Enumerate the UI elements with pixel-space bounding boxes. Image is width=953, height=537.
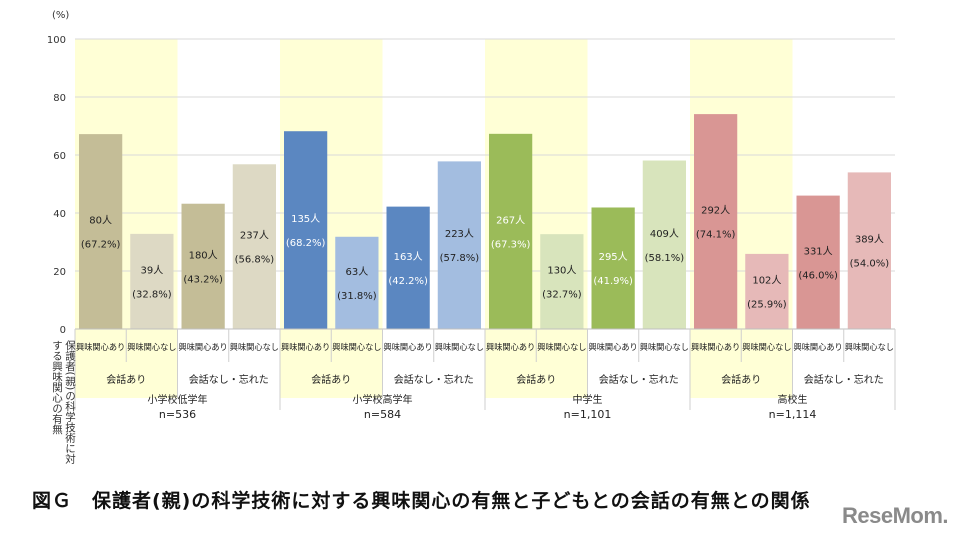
bar <box>642 160 686 329</box>
bar-chart: 0 20 40 60 80 100 (%) 80人 (67.2%) 興味関心あり 39人 (32.8%… <box>47 10 896 421</box>
x-group-n-label: n=1,114 <box>769 408 817 421</box>
bar-count-label: 409人 <box>650 228 679 240</box>
y-tick-label: 40 <box>53 209 66 220</box>
bar-count-label: 389人 <box>855 234 884 246</box>
x-subgroup-label: 会話あり <box>721 373 761 386</box>
bar-count-label: 292人 <box>701 205 730 217</box>
bar-count-label: 237人 <box>240 230 269 242</box>
bar <box>284 131 328 329</box>
bar-percent-label: (54.0%) <box>850 259 890 270</box>
bar-percent-label: (67.3%) <box>491 239 531 250</box>
bar-count-label: 80人 <box>89 215 112 227</box>
x-subgroup-label: 会話あり <box>516 373 556 386</box>
bar-percent-label: (41.9%) <box>593 276 633 287</box>
y-tick-label: 60 <box>53 151 66 162</box>
x-category-label: 興味関心なし <box>742 341 791 353</box>
x-category-label: 興味関心あり <box>794 341 843 353</box>
x-category-label: 興味関心なし <box>537 341 586 353</box>
figure-caption: 図Ｇ 保護者(親)の科学技術に対する興味関心の有無と子どもとの会話の有無との関係 <box>32 490 811 512</box>
bar-count-label: 102人 <box>752 274 781 286</box>
bar-percent-label: (74.1%) <box>696 230 736 241</box>
bar <box>489 133 533 329</box>
bar-percent-label: (42.2%) <box>388 276 428 287</box>
bar <box>796 195 840 329</box>
bar-count-label: 331人 <box>804 245 833 257</box>
bar <box>79 134 123 329</box>
x-category-label: 興味関心あり <box>486 341 535 353</box>
bar <box>232 164 276 329</box>
bar-percent-label: (31.8%) <box>337 291 377 302</box>
x-group-n-label: n=1,101 <box>564 408 612 421</box>
x-group-label: 中学生 <box>573 393 603 406</box>
bar-percent-label: (56.8%) <box>235 255 275 266</box>
bar-count-label: 295人 <box>599 251 628 263</box>
x-category-label: 興味関心なし <box>127 341 176 353</box>
y-tick-label: 80 <box>53 93 66 104</box>
x-group-n-label: n=536 <box>159 408 196 421</box>
x-category-label: 興味関心あり <box>691 341 740 353</box>
x-subgroup-label: 会話なし・忘れた <box>804 373 884 386</box>
bar-count-label: 267人 <box>496 214 525 226</box>
x-category-label: 興味関心あり <box>589 341 638 353</box>
y-tick-label: 0 <box>60 325 66 336</box>
x-subgroup-label: 会話なし・忘れた <box>599 373 679 386</box>
bar-count-label: 163人 <box>394 251 423 263</box>
bar <box>591 207 635 329</box>
x-category-label: 興味関心なし <box>640 341 689 353</box>
x-category-label: 興味関心なし <box>332 341 381 353</box>
bar <box>181 203 225 329</box>
x-category-label: 興味関心あり <box>76 341 125 353</box>
bar-count-label: 180人 <box>189 249 218 261</box>
bar <box>386 206 430 329</box>
x-category-label: 興味関心なし <box>230 341 279 353</box>
bar <box>130 233 174 329</box>
x-category-label: 興味関心あり <box>281 341 330 353</box>
y-unit-label: (%) <box>52 10 69 21</box>
x-subgroup-label: 会話あり <box>311 373 351 386</box>
bar-count-label: 130人 <box>547 265 576 277</box>
bar-percent-label: (68.2%) <box>286 238 326 249</box>
bar-count-label: 63人 <box>346 266 369 278</box>
x-category-label: 興味関心なし <box>845 341 894 353</box>
bar <box>745 253 789 329</box>
x-category-label: 興味関心あり <box>384 341 433 353</box>
bar-count-label: 39人 <box>141 264 164 276</box>
x-subgroup-label: 会話なし・忘れた <box>394 373 474 386</box>
bar-percent-label: (43.2%) <box>183 274 223 285</box>
bar-percent-label: (25.9%) <box>747 299 787 310</box>
bar <box>694 114 738 329</box>
bar-percent-label: (58.1%) <box>645 253 685 264</box>
x-group-label: 高校生 <box>778 393 808 406</box>
x-subgroup-label: 会話あり <box>106 373 146 386</box>
bar-percent-label: (32.8%) <box>132 289 172 300</box>
bar <box>335 236 379 329</box>
y-axis-vertical-title: 保護者(親)の科学技術に対する興味関心の有無 <box>51 340 76 464</box>
bar-count-label: 135人 <box>291 213 320 225</box>
y-tick-label: 100 <box>47 35 66 46</box>
y-tick-label: 20 <box>53 267 66 278</box>
x-subgroup-label: 会話なし・忘れた <box>189 373 269 386</box>
x-group-n-label: n=584 <box>364 408 401 421</box>
bar-percent-label: (67.2%) <box>81 240 121 251</box>
x-group-label: 小学校低学年 <box>148 393 208 406</box>
bar-percent-label: (57.8%) <box>440 253 480 264</box>
bar <box>540 234 584 329</box>
resemom-logo: ReseMom. <box>842 503 949 528</box>
x-category-label: 興味関心あり <box>179 341 228 353</box>
bar <box>437 161 481 329</box>
x-group-label: 小学校高学年 <box>353 393 413 406</box>
bar-percent-label: (32.7%) <box>542 290 582 301</box>
bar <box>847 172 891 329</box>
x-category-label: 興味関心なし <box>435 341 484 353</box>
bar-percent-label: (46.0%) <box>798 270 838 281</box>
bar-count-label: 223人 <box>445 228 474 240</box>
